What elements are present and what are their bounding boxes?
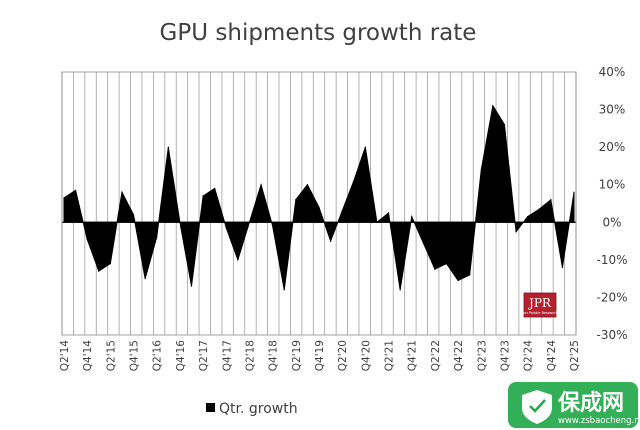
y-tick-label: -30% [596, 328, 627, 342]
x-tick-label: Q2'16 [152, 340, 164, 372]
data-point [457, 280, 458, 281]
x-tick-label: Q4'16 [175, 340, 187, 372]
data-point [527, 216, 528, 217]
jpr-logo: JPR Jon Peddie Research [521, 293, 557, 317]
x-tick-label: Q4'23 [499, 340, 511, 371]
x-tick-label: Q2'21 [384, 340, 396, 371]
data-point [562, 267, 563, 268]
data-point [75, 190, 76, 191]
data-point [365, 147, 366, 148]
data-point [121, 192, 122, 193]
x-tick-label: Q4'15 [129, 340, 141, 371]
watermark: 保成网 www.zsbaocheng.net [508, 382, 640, 428]
data-point [539, 209, 540, 210]
y-tick-label: -10% [596, 253, 627, 267]
data-point [284, 289, 285, 290]
data-point [133, 214, 134, 215]
x-tick-label: Q2'17 [198, 340, 210, 371]
data-point [469, 274, 470, 275]
y-axis-ticks: -30% -20% -10% 0% 10% 20% 30% 40% [596, 65, 627, 342]
data-point [423, 242, 424, 243]
y-tick-label: 30% [599, 103, 626, 117]
data-point [492, 105, 493, 106]
data-point [145, 278, 146, 279]
data-point [307, 184, 308, 185]
y-tick-label: 10% [599, 178, 626, 192]
series-area [63, 105, 574, 290]
x-axis-ticks: Q2'14 Q4'14 Q2'15 Q4'15 Q2'16 Q4'16 Q2'17 Q4'17… [59, 340, 581, 372]
x-tick-label: Q2'25 [569, 340, 581, 371]
x-tick-label: Q2'24 [523, 340, 535, 372]
x-tick-label: Q4'17 [221, 340, 233, 371]
x-tick-label: Q2'19 [291, 340, 303, 371]
series-area-path [64, 106, 574, 290]
legend-swatch [206, 403, 215, 412]
x-tick-label: Q4'14 [82, 340, 94, 372]
data-point [156, 237, 157, 238]
data-point [400, 289, 401, 290]
x-tick-label: Q4'19 [314, 340, 326, 371]
data-point [202, 195, 203, 196]
x-tick-label: Q4'22 [453, 340, 465, 371]
x-tick-label: Q2'14 [59, 340, 71, 372]
data-point [260, 184, 261, 185]
x-tick-label: Q4'24 [546, 340, 558, 372]
x-tick-label: Q2'15 [105, 340, 117, 371]
x-tick-label: Q2'22 [430, 340, 442, 371]
chart-title: GPU shipments growth rate [160, 20, 477, 46]
y-tick-label: -20% [596, 290, 627, 304]
data-point [110, 263, 111, 264]
data-point [272, 225, 273, 226]
data-point [98, 271, 99, 272]
data-point [388, 212, 389, 213]
data-point [237, 259, 238, 260]
y-tick-label: 20% [599, 140, 626, 154]
logo-sub: Jon Peddie Research [521, 311, 557, 315]
data-point [191, 286, 192, 287]
watermark-url: www.zsbaocheng.net [558, 416, 640, 426]
x-tick-label: Q2'20 [337, 340, 349, 371]
data-point [446, 263, 447, 264]
x-tick-label: Q2'23 [476, 340, 488, 371]
data-point [515, 231, 516, 232]
x-tick-label: Q4'20 [360, 340, 372, 371]
legend: Qtr. growth [206, 401, 298, 417]
data-point [226, 227, 227, 228]
data-point [550, 199, 551, 200]
data-point [87, 239, 88, 240]
chart: GPU shipments growth rate -30% -20% -10% 0%… [0, 0, 640, 430]
data-point [504, 124, 505, 125]
data-point [342, 210, 343, 211]
data-point [330, 240, 331, 241]
data-point [168, 147, 169, 148]
legend-label: Qtr. growth [219, 401, 298, 417]
data-point [573, 192, 574, 193]
x-tick-label: Q4'18 [268, 340, 280, 371]
watermark-name: 保成网 [557, 391, 624, 416]
chart-frame: GPU shipments growth rate -30% -20% -10% 0%… [0, 0, 640, 430]
logo-text: JPR [527, 296, 552, 310]
data-point [318, 207, 319, 208]
data-point [63, 197, 64, 198]
data-point [214, 188, 215, 189]
y-tick-label: 0% [602, 215, 621, 229]
y-tick-label: 40% [599, 65, 626, 79]
data-point [411, 216, 412, 217]
data-point [295, 199, 296, 200]
data-point [481, 169, 482, 170]
data-point [434, 269, 435, 270]
data-point [353, 180, 354, 181]
x-tick-label: Q4'21 [407, 340, 419, 371]
x-tick-label: Q2'18 [244, 340, 256, 371]
